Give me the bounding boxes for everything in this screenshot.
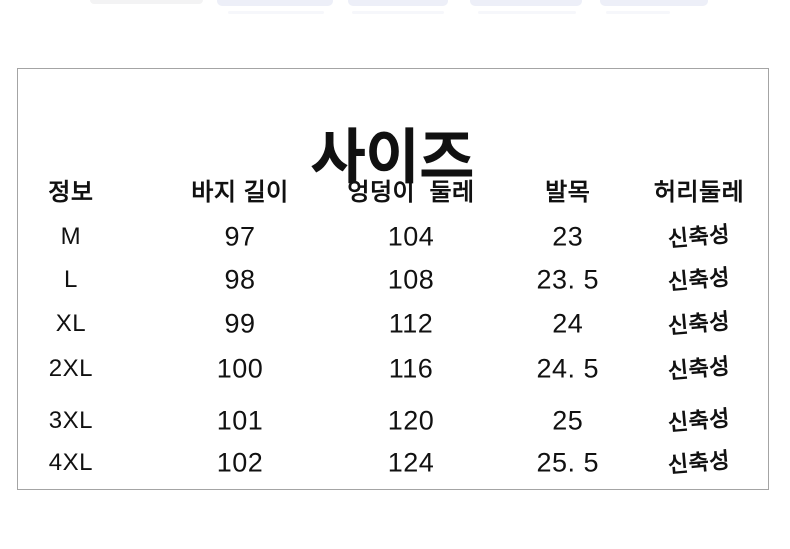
table-row: M 97 104 23 신축성 bbox=[18, 221, 768, 252]
header-ankle: 발목 bbox=[545, 179, 591, 206]
top-button-remnant[interactable] bbox=[90, 0, 203, 4]
hip-value: 104 bbox=[387, 221, 435, 252]
pants-length: 98 bbox=[224, 264, 256, 295]
ankle-value: 24 bbox=[552, 308, 584, 339]
pants-length: 101 bbox=[216, 405, 264, 436]
table-row: 3XL 101 120 25 신축성 bbox=[18, 405, 768, 436]
table-row: L 98 108 23. 5 신축성 bbox=[18, 264, 768, 295]
waist-value: 신축성 bbox=[666, 308, 732, 339]
ankle-value: 24. 5 bbox=[536, 353, 600, 384]
top-button-shadow bbox=[352, 11, 444, 14]
waist-value: 신축성 bbox=[666, 221, 732, 252]
pants-length: 97 bbox=[224, 221, 256, 252]
top-button-shadow bbox=[228, 11, 324, 14]
size-label: M bbox=[60, 223, 82, 250]
top-button-remnant[interactable] bbox=[217, 0, 333, 6]
ankle-value: 25. 5 bbox=[536, 447, 600, 478]
waist-value: 신축성 bbox=[666, 405, 732, 436]
ankle-value: 23. 5 bbox=[536, 264, 600, 295]
hip-value: 124 bbox=[387, 447, 435, 478]
top-button-remnant[interactable] bbox=[600, 0, 708, 6]
size-label: 3XL bbox=[48, 407, 93, 434]
waist-value: 신축성 bbox=[666, 264, 732, 295]
top-button-shadow bbox=[606, 11, 670, 14]
header-waist-circumference: 허리둘레 bbox=[653, 179, 745, 206]
size-label: L bbox=[63, 266, 78, 293]
size-label: XL bbox=[55, 310, 87, 337]
hip-value: 116 bbox=[388, 353, 434, 384]
size-label: 4XL bbox=[48, 449, 93, 476]
waist-value: 신축성 bbox=[666, 353, 732, 384]
hip-value: 112 bbox=[388, 308, 434, 339]
header-info: 정보 bbox=[48, 179, 94, 206]
header-pants-length: 바지 길이 bbox=[191, 179, 289, 206]
ankle-value: 23 bbox=[552, 221, 584, 252]
header-hip-circumference: 엉덩이 둘레 bbox=[347, 179, 475, 206]
top-button-remnant[interactable] bbox=[348, 0, 448, 6]
top-button-remnant[interactable] bbox=[470, 0, 582, 6]
pants-length: 99 bbox=[224, 308, 256, 339]
pants-length: 102 bbox=[216, 447, 264, 478]
size-chart-card: 사이즈 정보 바지 길이 엉덩이 둘레 발목 허리둘레 M 97 104 23 … bbox=[17, 68, 769, 490]
top-button-shadow bbox=[478, 11, 576, 14]
pants-length: 100 bbox=[216, 353, 264, 384]
table-header-row: 정보 바지 길이 엉덩이 둘레 발목 허리둘레 bbox=[18, 178, 768, 208]
size-label: 2XL bbox=[48, 355, 93, 382]
table-row: 4XL 102 124 25. 5 신축성 bbox=[18, 447, 768, 478]
ankle-value: 25 bbox=[552, 405, 584, 436]
table-row: 2XL 100 116 24. 5 신축성 bbox=[18, 353, 768, 384]
table-row: XL 99 112 24 신축성 bbox=[18, 308, 768, 339]
hip-value: 120 bbox=[387, 405, 435, 436]
size-chart-title: 사이즈 bbox=[311, 125, 475, 190]
waist-value: 신축성 bbox=[666, 447, 732, 478]
hip-value: 108 bbox=[387, 264, 435, 295]
